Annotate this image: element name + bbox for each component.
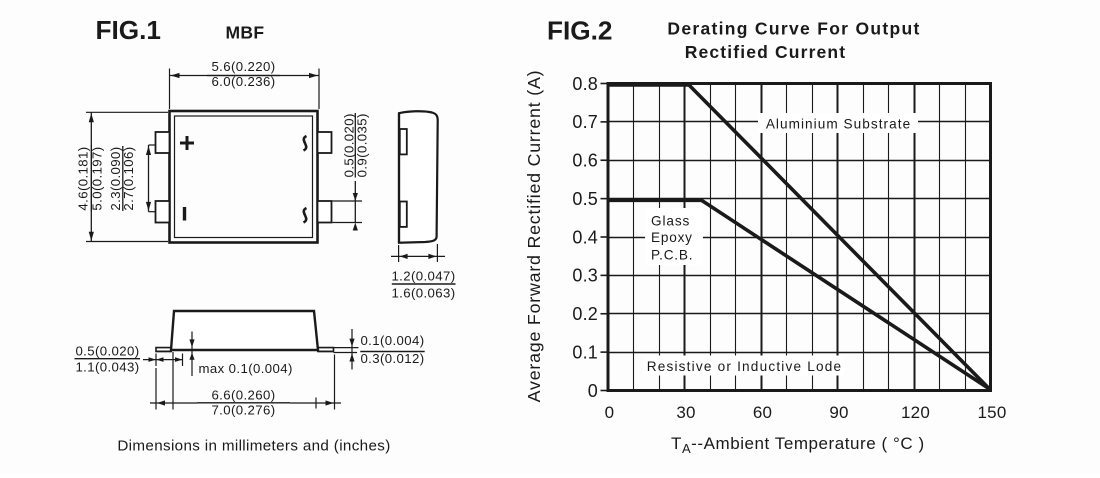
svg-text:Aluminium Substrate: Aluminium Substrate (766, 116, 911, 131)
svg-text:Derating Curve For Output: Derating Curve For Output (667, 19, 920, 39)
svg-text:0.6: 0.6 (572, 151, 598, 171)
svg-text:1.2(0.047): 1.2(0.047) (391, 268, 455, 283)
svg-text:0.1(0.004): 0.1(0.004) (360, 333, 424, 348)
svg-text:0.9(0.035): 0.9(0.035) (354, 113, 369, 177)
svg-text:4.6(0.181): 4.6(0.181) (75, 146, 90, 210)
svg-text:0.1: 0.1 (572, 342, 598, 362)
svg-text:max 0.1(0.004): max 0.1(0.004) (199, 361, 293, 376)
svg-text:2.3(0.090): 2.3(0.090) (108, 146, 123, 210)
svg-text:FIG.1: FIG.1 (96, 15, 161, 45)
svg-text:TA--Ambient Temperature ( °C ): TA--Ambient Temperature ( °C ) (671, 434, 925, 456)
svg-text:Glass: Glass (651, 213, 690, 228)
svg-text:FIG.2: FIG.2 (547, 16, 612, 46)
svg-text:0.4: 0.4 (572, 227, 598, 247)
svg-text:Rectified Current: Rectified Current (685, 42, 847, 62)
svg-text:0.5(0.020): 0.5(0.020) (75, 343, 139, 358)
svg-text:MBF: MBF (226, 23, 265, 43)
svg-text:0.7: 0.7 (572, 112, 598, 132)
svg-text:0.5(0.020): 0.5(0.020) (342, 113, 357, 177)
svg-text:0.3(0.012): 0.3(0.012) (360, 351, 424, 366)
svg-text:1.6(0.063): 1.6(0.063) (391, 286, 455, 301)
svg-text:Average Forward Rectified Curr: Average Forward Rectified Current (A) (524, 70, 544, 403)
svg-text:0.5: 0.5 (572, 189, 598, 209)
svg-text:6.6(0.260): 6.6(0.260) (211, 387, 275, 402)
svg-text:90: 90 (829, 403, 848, 422)
svg-text:5.0(0.197): 5.0(0.197) (89, 146, 104, 210)
svg-text:2.7(0.106): 2.7(0.106) (121, 146, 136, 210)
svg-text:150: 150 (978, 403, 1007, 422)
svg-text:120: 120 (901, 403, 930, 422)
svg-text:5.6(0.220): 5.6(0.220) (211, 59, 275, 74)
svg-text:7.0(0.276): 7.0(0.276) (211, 402, 275, 417)
svg-text:0.3: 0.3 (572, 266, 598, 286)
svg-text:P.C.B.: P.C.B. (651, 248, 693, 263)
svg-text:30: 30 (676, 403, 695, 422)
svg-text:Dimensions in millimeters and: Dimensions in millimeters and (inches) (117, 438, 390, 455)
svg-text:0: 0 (605, 403, 615, 422)
svg-text:0.2: 0.2 (572, 304, 598, 324)
svg-text:Epoxy: Epoxy (651, 230, 693, 245)
svg-text:0: 0 (588, 381, 598, 401)
svg-text:1.1(0.043): 1.1(0.043) (75, 359, 139, 374)
svg-text:60: 60 (753, 403, 772, 422)
svg-text:0.8: 0.8 (572, 74, 598, 94)
svg-text:Resistive or Inductive Lode: Resistive or Inductive Lode (647, 359, 843, 374)
svg-text:6.0(0.236): 6.0(0.236) (211, 74, 275, 89)
